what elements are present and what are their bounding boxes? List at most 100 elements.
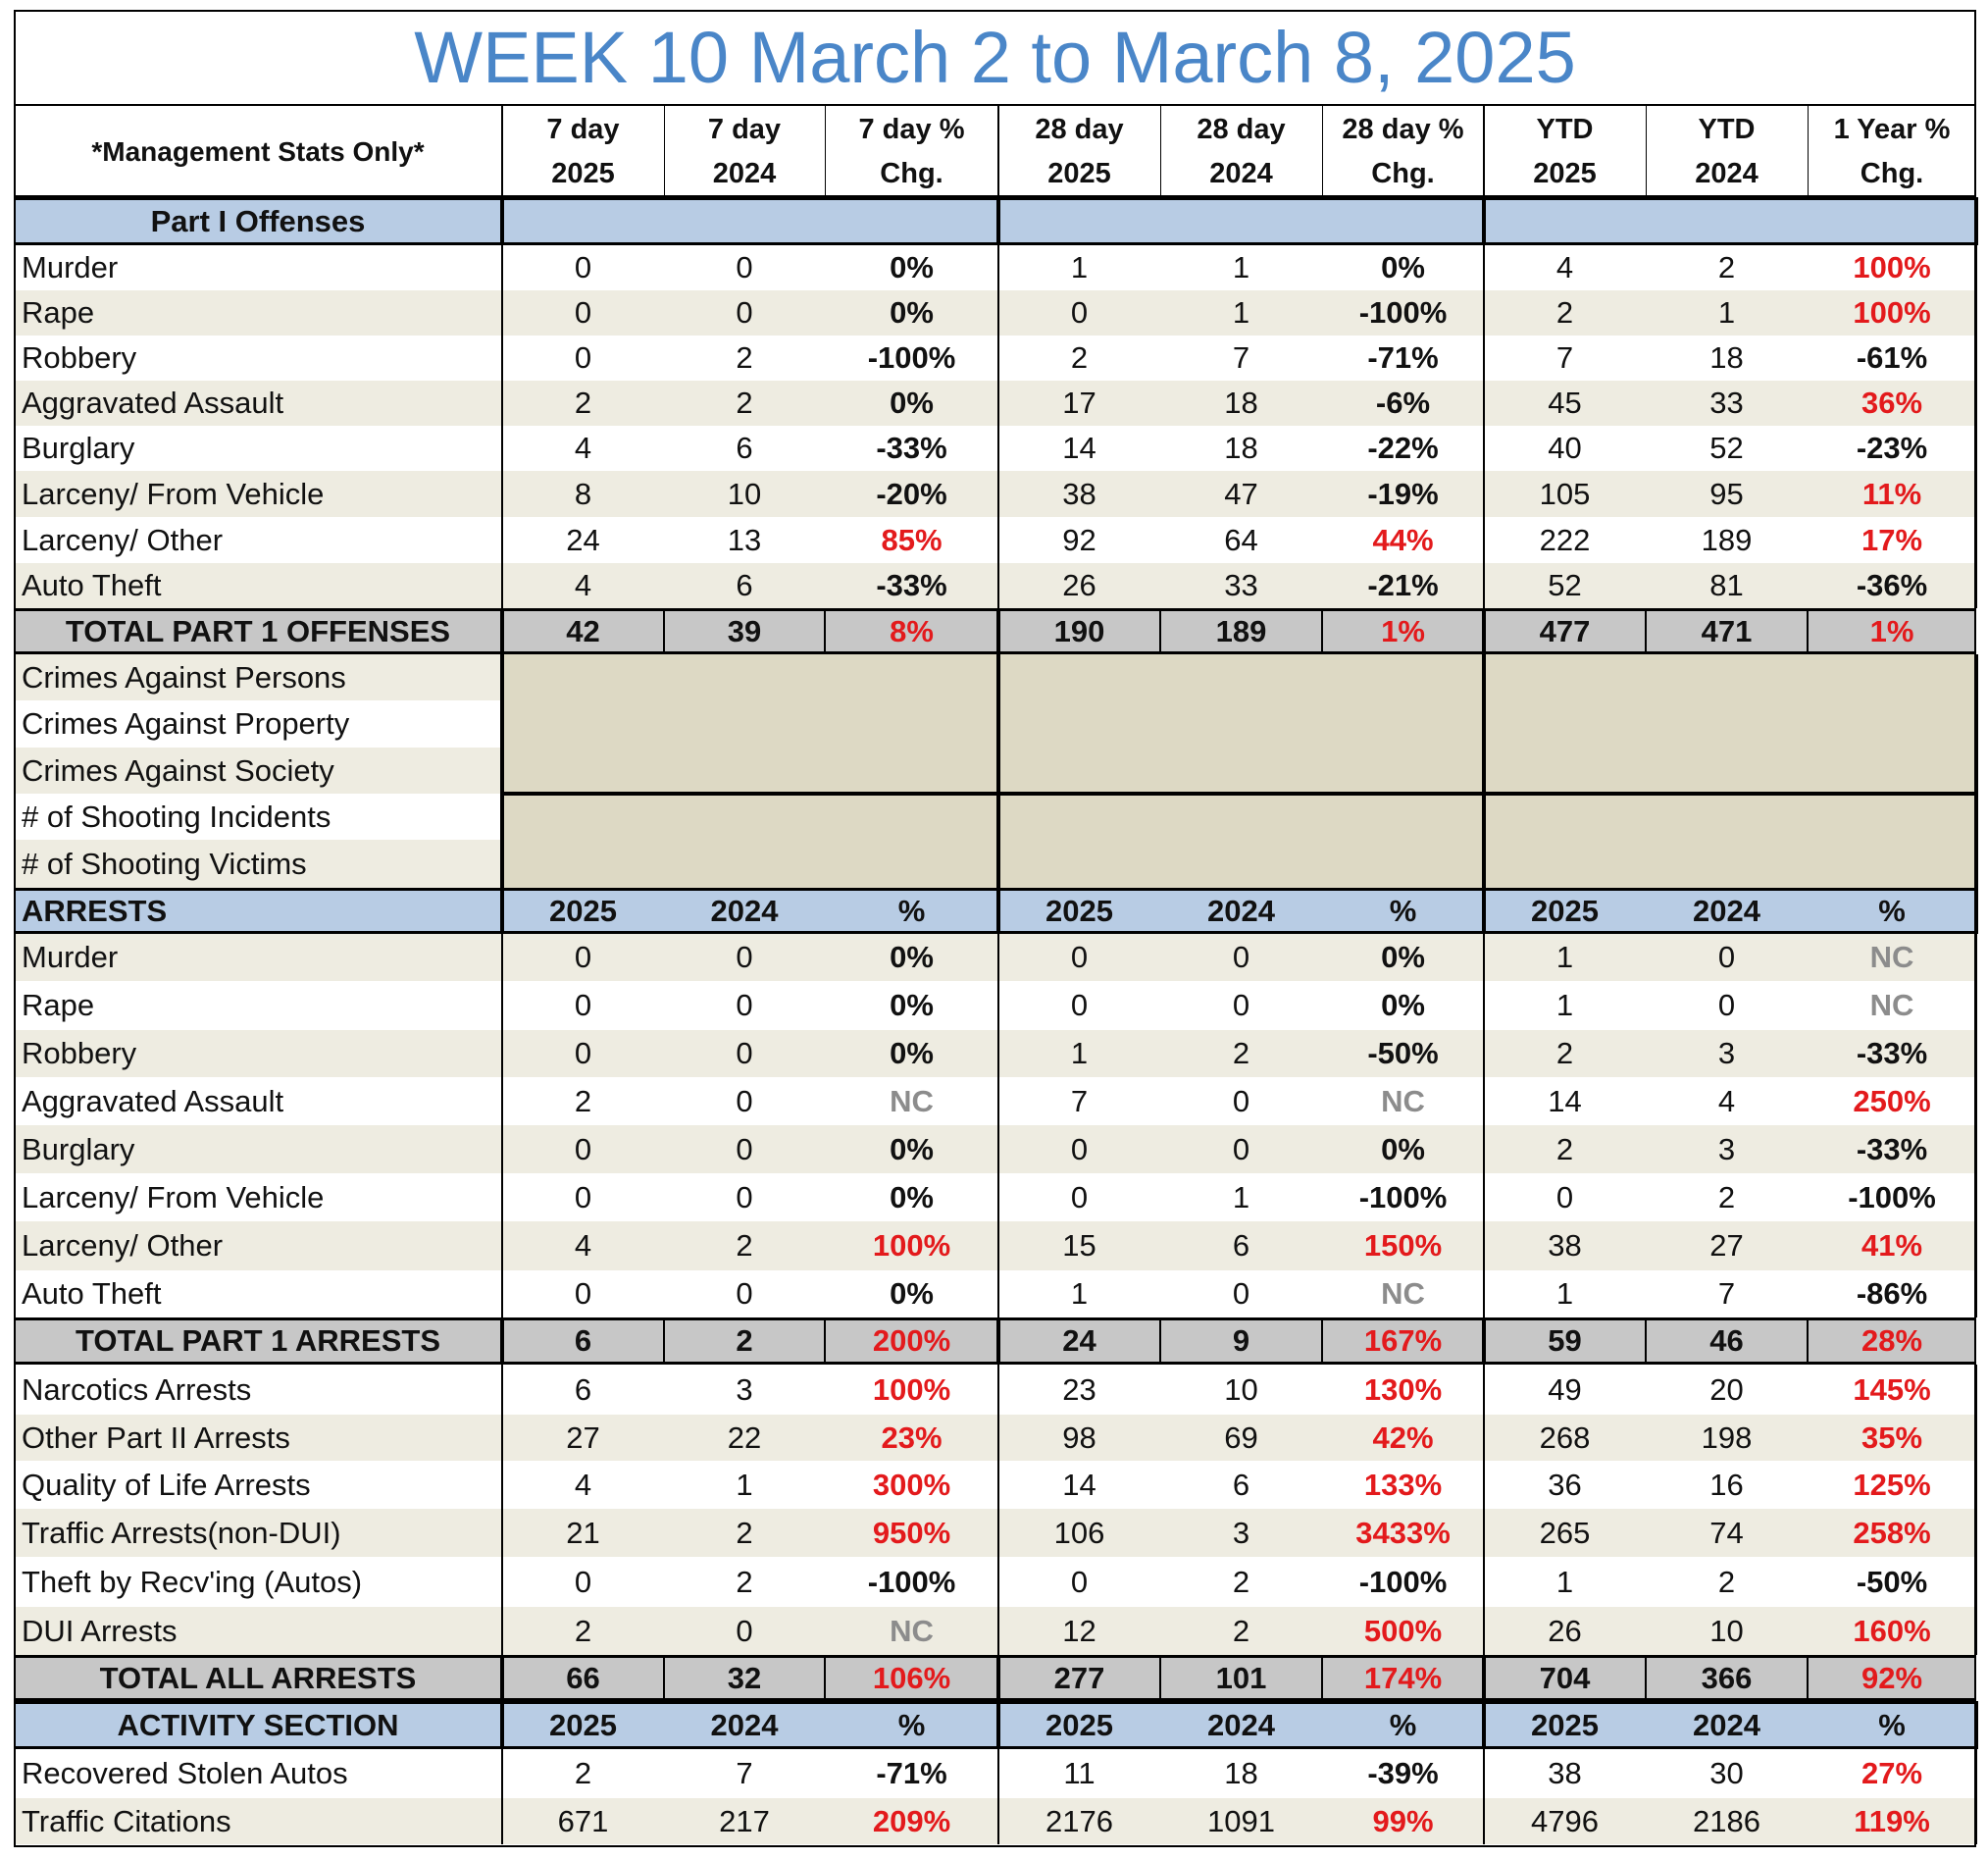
row-value: 0: [574, 1131, 592, 1166]
row-value: 0: [1070, 1179, 1089, 1214]
row-value: 1: [1232, 1179, 1250, 1214]
row-value: 950%: [872, 1515, 951, 1550]
row-value: 0%: [1381, 250, 1425, 284]
section-band: [14, 1701, 1976, 1749]
row-value: 130%: [1363, 1371, 1443, 1407]
grid-line: [1975, 981, 1977, 1030]
row-value: 11%: [1861, 476, 1922, 511]
grid-line: [502, 792, 1976, 796]
total-value: 39: [727, 613, 762, 648]
row-value: 0: [1232, 940, 1250, 974]
grid-line: [500, 197, 504, 245]
row-value: 81: [1709, 568, 1744, 602]
section-column-label: %: [1878, 893, 1906, 928]
total-value: 101: [1215, 1660, 1267, 1695]
row-value: 2: [1070, 340, 1089, 375]
row-value: NC: [1381, 1276, 1425, 1311]
row-value: 1: [1070, 1036, 1089, 1070]
row-value: 20: [1709, 1371, 1744, 1407]
row-value: 1: [1555, 1564, 1574, 1599]
row-value: 0: [574, 988, 592, 1022]
row-value: 0: [1070, 988, 1089, 1022]
grid-line: [500, 1701, 504, 1749]
column-header-line: 28 day %: [1342, 113, 1464, 145]
total-value: 190: [1053, 613, 1105, 648]
total-band: [14, 1655, 1976, 1701]
row-value: 24: [566, 522, 600, 557]
empty-block: [502, 654, 998, 794]
row-value: 0: [1232, 988, 1250, 1022]
total-value: 6: [574, 1323, 592, 1358]
grid-line: [1645, 608, 1647, 654]
grid-line: [501, 1509, 503, 1557]
row-label: Robbery: [22, 340, 137, 375]
column-header-line: YTD: [1536, 113, 1594, 145]
grid-line: [1483, 1077, 1485, 1125]
row-value: 1: [736, 1467, 753, 1502]
section-column-label: 2025: [1531, 1707, 1599, 1742]
row-value: 119%: [1854, 1803, 1930, 1838]
total-value: 189: [1215, 613, 1267, 648]
row-value: -100%: [1358, 295, 1448, 330]
row-value: 74: [1709, 1515, 1744, 1550]
row-value: -33%: [1856, 1131, 1928, 1166]
row-value: 95: [1709, 476, 1744, 511]
total-value: 66: [566, 1660, 600, 1695]
row-value: 42%: [1372, 1420, 1434, 1455]
row-value: 125%: [1853, 1467, 1931, 1502]
grid-line: [1482, 608, 1486, 654]
row-label: Traffic Arrests(non-DUI): [22, 1515, 341, 1550]
row-value: 1: [1555, 1276, 1574, 1311]
grid-line: [1483, 1221, 1485, 1270]
grid-line: [1975, 1557, 1977, 1607]
grid-line: [1974, 654, 1978, 888]
row-value: -71%: [876, 1756, 947, 1790]
row-value: 35%: [1861, 1420, 1923, 1455]
row-value: 2: [736, 1564, 753, 1599]
row-value: -39%: [1367, 1756, 1439, 1790]
grid-line: [997, 245, 999, 290]
row-value: 0: [574, 340, 592, 375]
row-value: 2: [736, 1228, 753, 1263]
grid-line: [1321, 608, 1323, 654]
empty-block: [502, 794, 998, 888]
grid-line: [1483, 336, 1485, 381]
grid-line: [1483, 1125, 1485, 1173]
grid-line: [996, 1317, 1000, 1365]
grid-line: [14, 195, 1976, 198]
row-value: 0: [1232, 1276, 1250, 1311]
grid-line: [997, 426, 999, 471]
grid-line: [824, 608, 826, 654]
section-label: ACTIVITY SECTION: [117, 1707, 399, 1742]
total-value: 106%: [872, 1660, 951, 1695]
row-label: Larceny/ From Vehicle: [22, 476, 325, 511]
grid-line: [1483, 981, 1485, 1030]
grid-line: [1483, 517, 1485, 563]
grid-line: [996, 654, 1000, 888]
row-value: 1: [1555, 940, 1574, 974]
grid-line: [1483, 471, 1485, 517]
row-value: 10: [727, 476, 762, 511]
column-header: YTD 2024: [1646, 106, 1808, 197]
row-label: Larceny/ From Vehicle: [22, 1179, 325, 1214]
grid-line: [996, 608, 1000, 654]
row-label: Crimes Against Society: [22, 752, 334, 788]
row-value: 12: [1062, 1613, 1096, 1648]
stripe-band: [14, 1030, 1976, 1077]
row-value: 40: [1548, 431, 1582, 465]
grid-line: [997, 1125, 999, 1173]
stripe-band: [14, 934, 1976, 981]
column-header-line: Chg.: [880, 157, 943, 189]
row-value: 0%: [890, 1276, 934, 1311]
row-label: Crimes Against Property: [22, 706, 350, 741]
grid-line: [997, 1365, 999, 1415]
row-value: -21%: [1367, 568, 1439, 602]
row-label: Burglary: [22, 1131, 135, 1166]
grid-line: [1483, 290, 1485, 336]
stripe-band: [14, 840, 502, 888]
stripe-band: [14, 1607, 1976, 1655]
grid-line: [1975, 1125, 1977, 1173]
row-value: 38: [1548, 1756, 1582, 1790]
section-column-label: %: [1389, 893, 1417, 928]
row-value: 18: [1224, 1756, 1258, 1790]
